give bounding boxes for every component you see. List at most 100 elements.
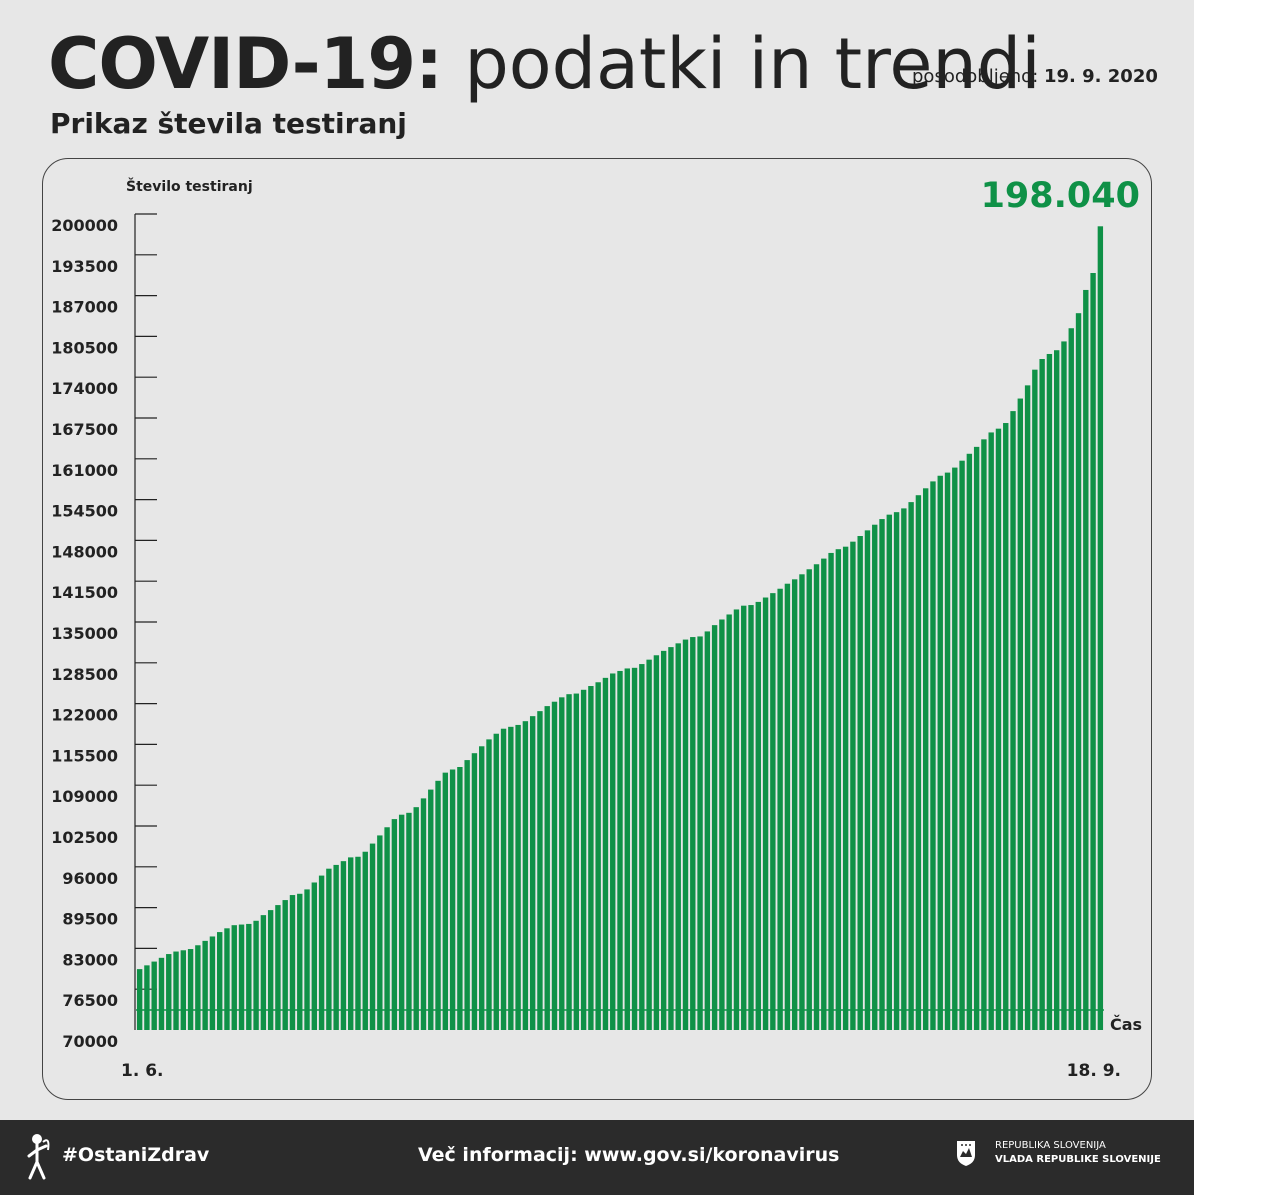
highlight-value: 198.040 [981, 176, 1140, 216]
bar [952, 467, 958, 1031]
bar [995, 428, 1002, 1030]
bar [988, 432, 994, 1030]
bar [398, 814, 405, 1030]
bar [464, 760, 470, 1030]
bar [1003, 423, 1009, 1030]
y-tick-label: 102500 [51, 828, 118, 847]
gov-line-2: VLADA REPUBLIKE SLOVENIJE [995, 1154, 1161, 1165]
y-tick-label: 141500 [51, 583, 118, 602]
bar [187, 949, 194, 1030]
bar [136, 969, 143, 1030]
bar [231, 925, 237, 1030]
bar [275, 905, 281, 1030]
bar [784, 583, 791, 1030]
y-tick-label: 70000 [62, 1032, 118, 1051]
bar [1032, 369, 1038, 1030]
bar [289, 895, 296, 1030]
updated-line: posodobljeno: 19. 9. 2020 [912, 66, 1158, 87]
bar [595, 682, 601, 1030]
y-tick-label: 187000 [51, 298, 118, 317]
bar [777, 588, 783, 1030]
bar [719, 619, 725, 1030]
bar [580, 689, 587, 1030]
bar [668, 647, 674, 1030]
bar [537, 711, 543, 1030]
bar [879, 519, 885, 1030]
bar [864, 530, 871, 1030]
bar [253, 920, 259, 1030]
y-tick-label: 167500 [51, 420, 118, 439]
bar [901, 508, 907, 1030]
bar [158, 957, 165, 1030]
bar [1024, 385, 1031, 1030]
footer-info-link[interactable]: Več informacij: www.gov.si/koronavirus [418, 1144, 840, 1166]
bar [741, 605, 747, 1030]
page-title: COVID-19: podatki in trendi [48, 18, 1041, 110]
y-tick-label: 83000 [62, 950, 118, 969]
bar [508, 726, 514, 1030]
bar [842, 546, 849, 1030]
bar [821, 558, 827, 1030]
bar [770, 593, 776, 1030]
bar [639, 664, 645, 1030]
y-tick-label: 96000 [62, 869, 118, 888]
bar [217, 932, 223, 1030]
bar [326, 868, 332, 1030]
bar [333, 864, 339, 1030]
y-tick-label: 89500 [62, 910, 118, 929]
bar [660, 650, 667, 1030]
y-tick-label: 148000 [51, 542, 118, 561]
bar [355, 856, 361, 1030]
bar [733, 609, 740, 1030]
bar [944, 472, 951, 1030]
bar [151, 961, 157, 1030]
bar [755, 601, 761, 1030]
bar [1090, 273, 1096, 1030]
bar [486, 739, 492, 1030]
bar [922, 488, 929, 1030]
bar [959, 460, 965, 1030]
bar [428, 789, 434, 1030]
bar [1039, 359, 1045, 1030]
bar [471, 753, 478, 1030]
bar [872, 524, 878, 1030]
bar [690, 637, 696, 1030]
y-tick-label: 135000 [51, 624, 118, 643]
footer-government: REPUBLIKA SLOVENIJA VLADA REPUBLIKE SLOV… [995, 1139, 1161, 1167]
bar [857, 536, 863, 1030]
bar [267, 910, 274, 1030]
bar [893, 512, 900, 1030]
updated-date: 19. 9. 2020 [1043, 66, 1158, 87]
bar [624, 668, 630, 1030]
bar [915, 495, 922, 1031]
bar [144, 965, 150, 1030]
y-tick-label: 122000 [51, 706, 118, 725]
bar [377, 835, 383, 1030]
bar [173, 951, 179, 1030]
y-axis-title: Število testiranj [126, 177, 253, 195]
bar [369, 843, 376, 1030]
y-tick-label: 200000 [51, 216, 118, 235]
bar [682, 639, 689, 1030]
bar [930, 481, 936, 1030]
y-tick-label: 109000 [51, 787, 118, 806]
bar [551, 701, 558, 1030]
bar [631, 667, 638, 1030]
y-tick-label: 76500 [62, 991, 118, 1010]
title-bold: COVID-19: [48, 23, 443, 105]
bar [1010, 411, 1016, 1031]
bar [209, 936, 216, 1030]
bar [311, 882, 318, 1030]
bar [828, 552, 834, 1030]
title-light: podatki in trendi [442, 23, 1041, 105]
bar [435, 780, 441, 1030]
bar [559, 697, 565, 1030]
bar [522, 721, 529, 1030]
bar [479, 746, 485, 1030]
slovenia-crest-icon [957, 1141, 975, 1166]
bar [362, 851, 368, 1030]
y-tick-label: 115500 [51, 746, 118, 765]
bar [573, 693, 580, 1030]
bar [1046, 353, 1053, 1031]
bar [260, 915, 267, 1030]
